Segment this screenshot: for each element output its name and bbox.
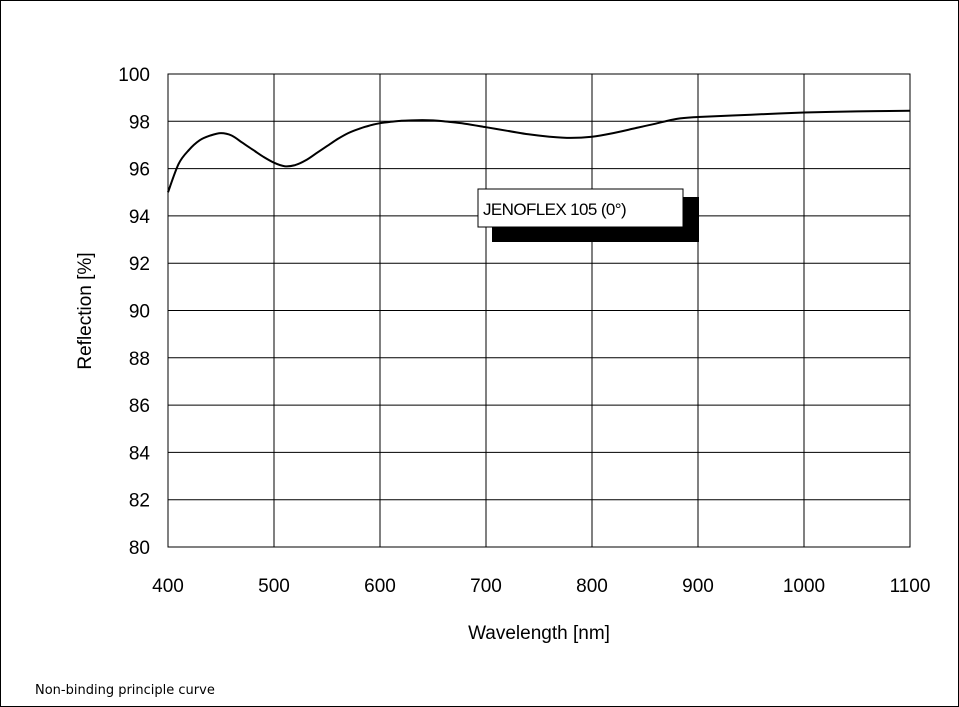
y-tick-label-82: 82 bbox=[129, 491, 150, 512]
y-tick-label-100: 100 bbox=[118, 65, 150, 86]
x-tick-label-500: 500 bbox=[258, 576, 290, 597]
y-tick-label-84: 84 bbox=[129, 443, 151, 464]
y-tick-label-86: 86 bbox=[129, 396, 150, 417]
x-tick-label-400: 400 bbox=[152, 576, 184, 597]
x-axis-label: Wavelength [nm] bbox=[468, 623, 610, 644]
x-tick-label-800: 800 bbox=[576, 576, 608, 597]
y-tick-label-92: 92 bbox=[129, 254, 150, 275]
x-tick-label-600: 600 bbox=[364, 576, 396, 597]
x-tick-label-1100: 1100 bbox=[890, 576, 931, 597]
plot-area-border bbox=[167, 73, 911, 548]
x-tick-label-700: 700 bbox=[470, 576, 502, 597]
footnote: Non-binding principle curve bbox=[35, 683, 215, 698]
y-tick-label-90: 90 bbox=[129, 302, 150, 323]
y-tick-label-96: 96 bbox=[129, 160, 150, 181]
y-tick-label-94: 94 bbox=[129, 207, 151, 228]
y-tick-label-88: 88 bbox=[129, 349, 150, 370]
x-tick-label-1000: 1000 bbox=[783, 576, 825, 597]
legend-entry: JENOFLEX 105 (0°) bbox=[483, 200, 626, 219]
legend: JENOFLEX 105 (0°) bbox=[477, 188, 699, 242]
y-axis-label: Reflection [%] bbox=[75, 252, 96, 369]
y-tick-label-98: 98 bbox=[129, 112, 150, 133]
legend-box bbox=[477, 188, 684, 228]
y-tick-label-80: 80 bbox=[129, 538, 150, 559]
series-line-jenoflex-105 bbox=[167, 109, 911, 193]
y-axis-tick-labels: 80 82 84 86 88 90 92 94 96 98 100 bbox=[118, 65, 150, 559]
x-axis-tick-labels: 400 500 600 700 800 900 1000 1100 bbox=[152, 576, 930, 597]
grid-lines bbox=[167, 73, 911, 548]
x-tick-label-900: 900 bbox=[682, 576, 714, 597]
